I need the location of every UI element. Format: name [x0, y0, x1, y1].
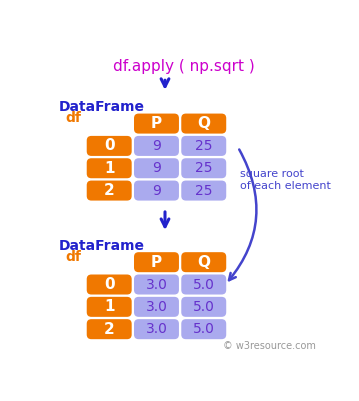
- FancyBboxPatch shape: [181, 252, 226, 272]
- FancyBboxPatch shape: [134, 252, 179, 272]
- FancyBboxPatch shape: [87, 297, 132, 317]
- Text: 25: 25: [195, 184, 213, 198]
- FancyBboxPatch shape: [181, 297, 226, 317]
- Text: 9: 9: [152, 161, 161, 175]
- FancyBboxPatch shape: [134, 319, 179, 339]
- FancyBboxPatch shape: [87, 275, 132, 294]
- FancyBboxPatch shape: [181, 136, 226, 156]
- Text: 0: 0: [104, 138, 115, 154]
- Text: df: df: [65, 111, 81, 125]
- Text: 3.0: 3.0: [145, 322, 167, 336]
- Text: Q: Q: [197, 255, 210, 270]
- Text: 1: 1: [104, 161, 115, 176]
- Text: P: P: [151, 116, 162, 131]
- Text: df.apply ( np.sqrt ): df.apply ( np.sqrt ): [113, 59, 255, 74]
- Text: 25: 25: [195, 161, 213, 175]
- FancyBboxPatch shape: [134, 158, 179, 178]
- Text: 5.0: 5.0: [193, 277, 215, 292]
- FancyBboxPatch shape: [134, 113, 179, 134]
- Text: 5.0: 5.0: [193, 300, 215, 314]
- Text: 0: 0: [104, 277, 115, 292]
- FancyBboxPatch shape: [134, 136, 179, 156]
- FancyBboxPatch shape: [181, 113, 226, 134]
- Text: 1: 1: [104, 299, 115, 314]
- Text: 3.0: 3.0: [145, 277, 167, 292]
- FancyBboxPatch shape: [181, 158, 226, 178]
- Text: 9: 9: [152, 184, 161, 198]
- FancyBboxPatch shape: [87, 319, 132, 339]
- Text: 5.0: 5.0: [193, 322, 215, 336]
- FancyBboxPatch shape: [87, 136, 132, 156]
- FancyBboxPatch shape: [181, 180, 226, 200]
- FancyBboxPatch shape: [181, 319, 226, 339]
- Text: © w3resource.com: © w3resource.com: [223, 342, 316, 352]
- FancyBboxPatch shape: [87, 158, 132, 178]
- Text: 2: 2: [104, 183, 115, 198]
- Text: df: df: [65, 250, 81, 264]
- Text: 9: 9: [152, 139, 161, 153]
- Text: 2: 2: [104, 322, 115, 337]
- Text: 25: 25: [195, 139, 213, 153]
- FancyBboxPatch shape: [87, 180, 132, 200]
- Text: 3.0: 3.0: [145, 300, 167, 314]
- FancyBboxPatch shape: [134, 275, 179, 294]
- FancyBboxPatch shape: [134, 297, 179, 317]
- Text: P: P: [151, 255, 162, 270]
- Text: DataFrame: DataFrame: [59, 239, 145, 253]
- Text: square root
of each element: square root of each element: [240, 169, 331, 191]
- Text: Q: Q: [197, 116, 210, 131]
- Text: DataFrame: DataFrame: [59, 101, 145, 114]
- FancyBboxPatch shape: [181, 275, 226, 294]
- FancyBboxPatch shape: [134, 180, 179, 200]
